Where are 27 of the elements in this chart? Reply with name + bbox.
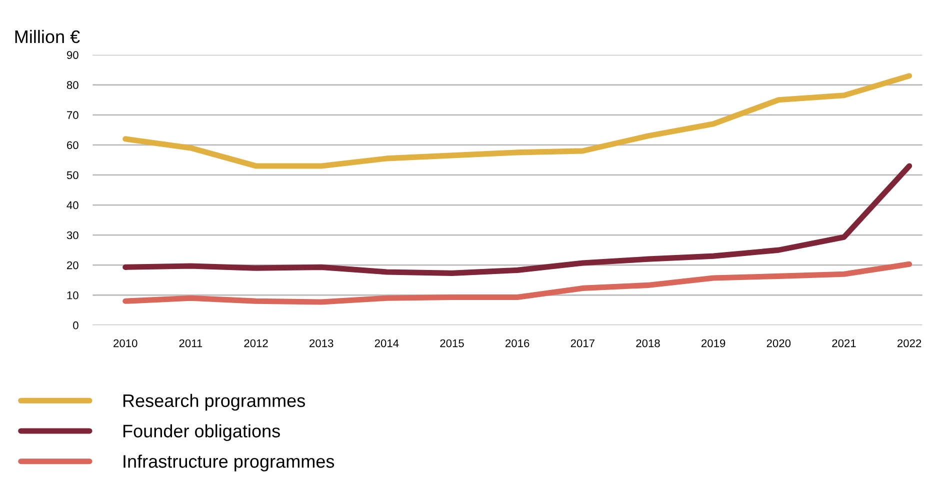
- y-tick-label: 20: [67, 261, 78, 270]
- y-tick-label: 50: [66, 171, 78, 180]
- x-tick-label: 2019: [702, 339, 726, 348]
- x-tick-label: 2013: [310, 339, 334, 348]
- y-tick-label: 60: [67, 141, 78, 150]
- y-tick-label: 80: [66, 81, 78, 90]
- x-tick-label: 2021: [832, 339, 856, 348]
- y-tick-label: 70: [67, 111, 78, 120]
- x-tick-label: 2018: [636, 339, 660, 348]
- x-tick-label: 2017: [570, 339, 594, 348]
- y-tick-label: 30: [66, 231, 78, 240]
- x-tick-label: 2011: [179, 339, 202, 348]
- y-tick-label: 10: [67, 291, 78, 300]
- y-axis-title: Million €: [15, 30, 80, 44]
- x-tick-label: 2010: [114, 339, 138, 348]
- y-tick-label: 90: [66, 51, 78, 59]
- y-tick-label: 40: [66, 201, 78, 210]
- x-tick-label: 2020: [766, 339, 791, 348]
- x-tick-label: 2016: [506, 339, 530, 348]
- x-tick-label: 2014: [374, 339, 399, 348]
- y-tick-label: 0: [73, 321, 78, 330]
- x-tick-label: 2015: [440, 339, 464, 348]
- legend-label: Infrastructure programmes: [124, 454, 334, 472]
- legend-label: Founder obligations: [123, 424, 280, 442]
- x-tick-label: 2012: [244, 339, 268, 348]
- legend-label: Research programmes: [123, 394, 305, 411]
- x-tick-label: 2022: [898, 339, 922, 348]
